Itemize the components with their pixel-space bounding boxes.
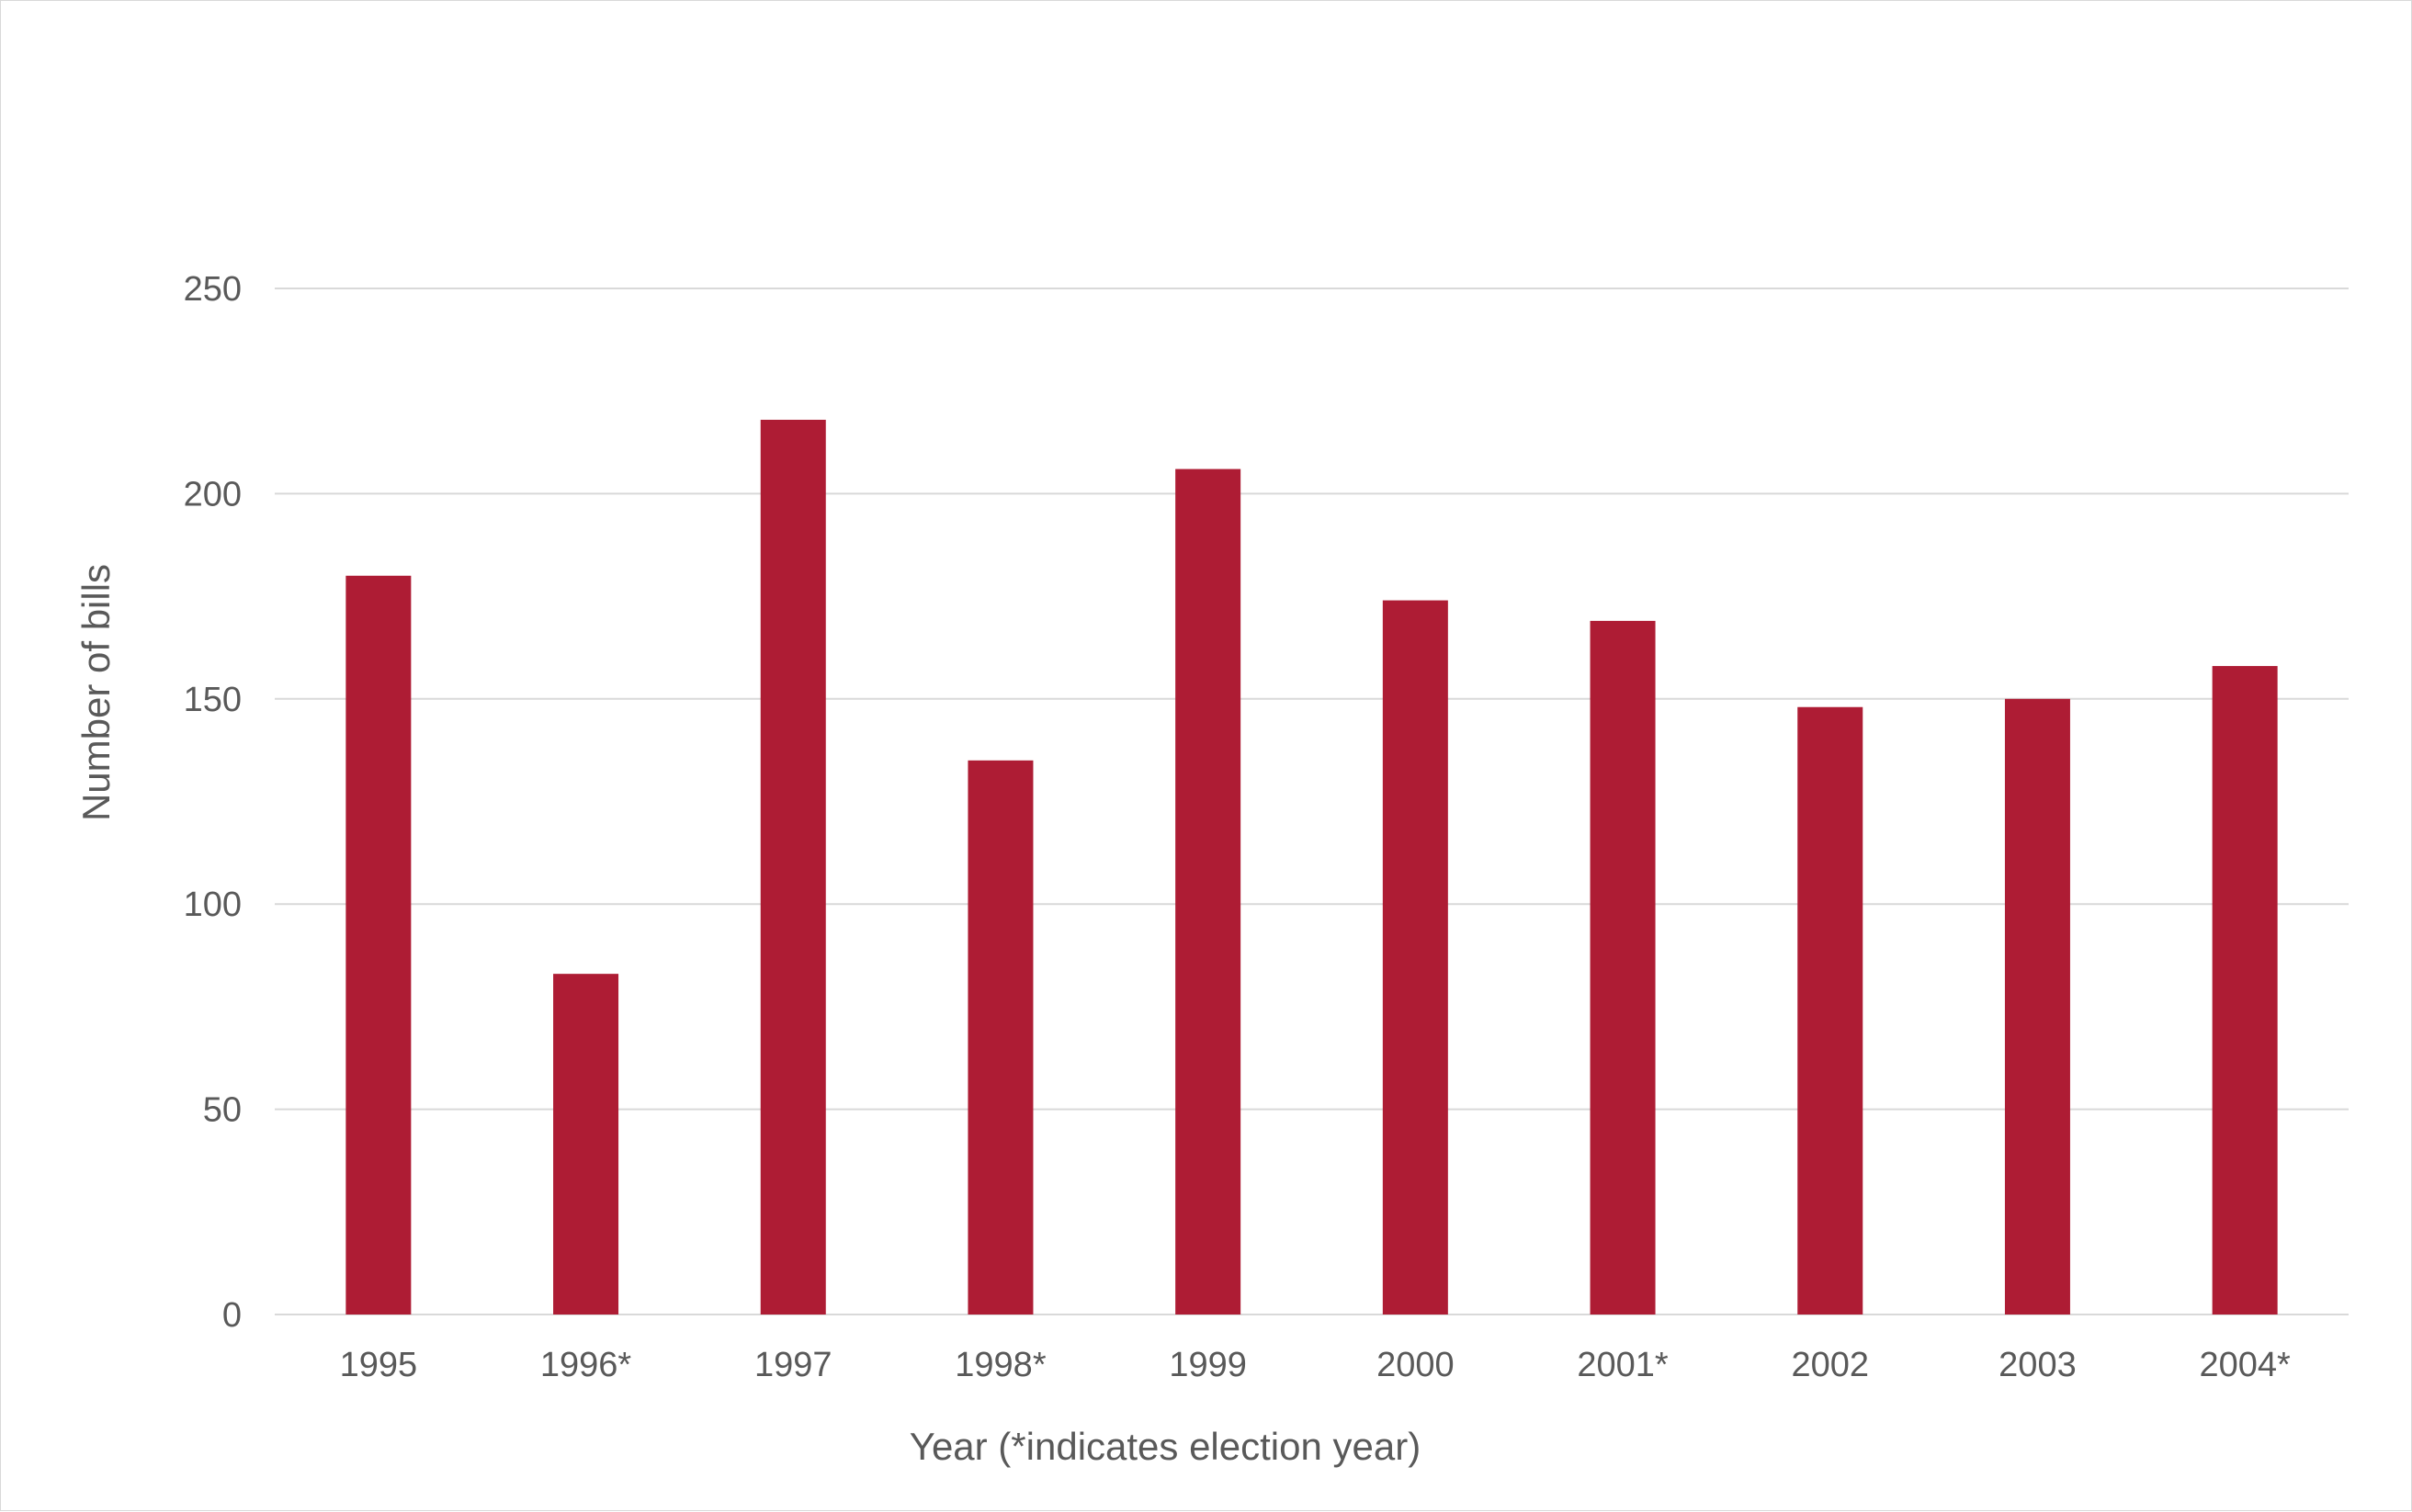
y-tick-label: 50 bbox=[203, 1091, 242, 1130]
x-tick-label: 2000 bbox=[1376, 1346, 1455, 1384]
bar-1999 bbox=[1175, 468, 1241, 1315]
x-tick-label: 2002 bbox=[1791, 1346, 1869, 1384]
bar-1995 bbox=[345, 575, 412, 1315]
bar-2004-election bbox=[2212, 666, 2278, 1315]
bar-2000 bbox=[1382, 600, 1448, 1315]
bars bbox=[345, 419, 2278, 1315]
y-tick-label: 0 bbox=[222, 1296, 242, 1335]
bar-2002 bbox=[1797, 706, 1863, 1315]
y-tick-label: 100 bbox=[184, 886, 242, 924]
y-axis-title: Number of bills bbox=[74, 564, 118, 821]
x-axis-ticks: 1995 1996* 1997 1998* 1999 2000 2001* 2002 2003 2… bbox=[340, 1346, 2291, 1384]
bar-1997 bbox=[760, 419, 826, 1315]
x-axis-title: Year (*indicates election year) bbox=[910, 1425, 1421, 1468]
x-tick-label: 1999 bbox=[1169, 1346, 1247, 1384]
y-tick-label: 250 bbox=[184, 270, 242, 309]
y-tick-label: 200 bbox=[184, 475, 242, 513]
x-tick-label: 2003 bbox=[1999, 1346, 2077, 1384]
y-tick-label: 150 bbox=[184, 681, 242, 719]
x-tick-label: 1998* bbox=[955, 1346, 1047, 1384]
x-tick-label: 1995 bbox=[340, 1346, 418, 1384]
bar-2001-election bbox=[1590, 620, 1656, 1315]
x-tick-label: 2004* bbox=[2199, 1346, 2291, 1384]
bar-1998-election bbox=[968, 760, 1034, 1315]
x-tick-label: 2001* bbox=[1577, 1346, 1669, 1384]
x-tick-label: 1997 bbox=[754, 1346, 832, 1384]
bar-2003 bbox=[2004, 698, 2070, 1315]
x-tick-label: 1996* bbox=[540, 1346, 632, 1384]
y-axis-ticks: 0 50 100 150 200 250 bbox=[184, 270, 242, 1335]
gridlines bbox=[275, 288, 2349, 1315]
bar-1996-election bbox=[553, 974, 619, 1315]
